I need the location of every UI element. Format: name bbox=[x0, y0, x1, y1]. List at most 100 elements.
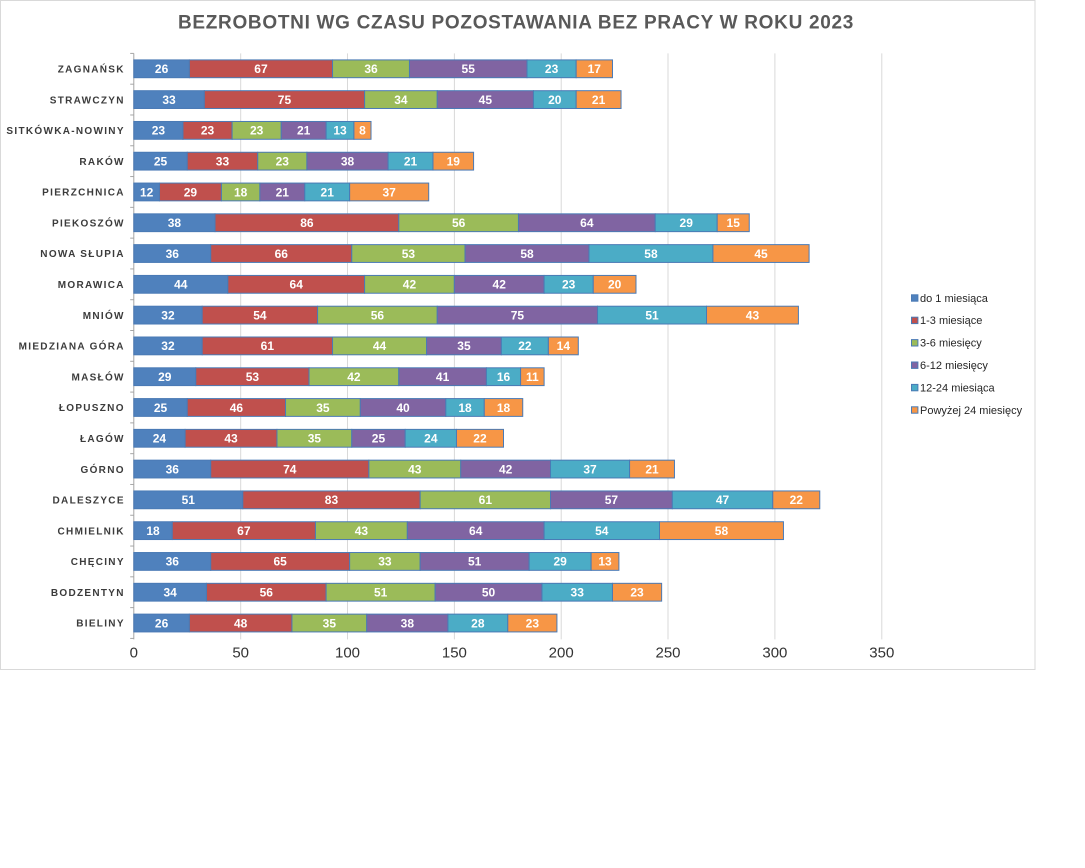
svg-text:75: 75 bbox=[511, 308, 525, 322]
svg-text:13: 13 bbox=[598, 555, 612, 569]
svg-text:35: 35 bbox=[308, 432, 322, 446]
svg-text:GÓRNO: GÓRNO bbox=[81, 463, 125, 476]
svg-text:20: 20 bbox=[608, 278, 622, 292]
svg-text:29: 29 bbox=[553, 555, 567, 569]
svg-text:MORAWICA: MORAWICA bbox=[58, 280, 125, 291]
svg-text:13: 13 bbox=[333, 124, 347, 138]
svg-text:43: 43 bbox=[224, 432, 238, 446]
svg-text:86: 86 bbox=[300, 216, 314, 230]
svg-text:42: 42 bbox=[499, 462, 513, 476]
svg-text:BEZROBOTNI WG CZASU POZOSTAWAN: BEZROBOTNI WG CZASU POZOSTAWANIA BEZ PRA… bbox=[178, 13, 854, 34]
svg-text:64: 64 bbox=[580, 216, 594, 230]
svg-text:58: 58 bbox=[715, 524, 729, 538]
svg-text:1-3 miesiące: 1-3 miesiące bbox=[920, 315, 982, 327]
svg-text:20: 20 bbox=[548, 93, 562, 107]
svg-text:44: 44 bbox=[373, 339, 387, 353]
svg-text:MNIÓW: MNIÓW bbox=[83, 309, 125, 322]
svg-text:32: 32 bbox=[161, 308, 175, 322]
svg-text:56: 56 bbox=[371, 308, 385, 322]
svg-text:54: 54 bbox=[595, 524, 609, 538]
svg-text:Powyżej 24 miesięcy: Powyżej 24 miesięcy bbox=[920, 405, 1023, 417]
svg-text:21: 21 bbox=[592, 93, 606, 107]
svg-text:DALESZYCE: DALESZYCE bbox=[53, 496, 125, 507]
svg-text:CHMIELNIK: CHMIELNIK bbox=[58, 526, 125, 537]
svg-text:44: 44 bbox=[174, 278, 188, 292]
svg-text:ZAGNAŃSK: ZAGNAŃSK bbox=[58, 63, 125, 76]
svg-text:83: 83 bbox=[325, 493, 339, 507]
svg-text:42: 42 bbox=[493, 278, 507, 292]
svg-text:36: 36 bbox=[166, 247, 180, 261]
svg-text:33: 33 bbox=[571, 586, 585, 600]
svg-text:23: 23 bbox=[562, 278, 576, 292]
svg-text:54: 54 bbox=[253, 308, 267, 322]
svg-text:35: 35 bbox=[323, 616, 337, 630]
svg-text:18: 18 bbox=[458, 401, 472, 415]
svg-text:58: 58 bbox=[520, 247, 534, 261]
svg-text:51: 51 bbox=[182, 493, 196, 507]
svg-text:56: 56 bbox=[260, 586, 274, 600]
svg-text:56: 56 bbox=[452, 216, 466, 230]
svg-text:64: 64 bbox=[290, 278, 304, 292]
svg-text:66: 66 bbox=[275, 247, 289, 261]
svg-text:37: 37 bbox=[583, 462, 597, 476]
svg-text:19: 19 bbox=[447, 155, 461, 169]
svg-text:42: 42 bbox=[347, 370, 361, 384]
svg-text:74: 74 bbox=[283, 462, 297, 476]
svg-text:PIERZCHNICA: PIERZCHNICA bbox=[42, 188, 125, 199]
svg-text:100: 100 bbox=[335, 644, 360, 661]
svg-text:18: 18 bbox=[146, 524, 160, 538]
svg-text:200: 200 bbox=[549, 644, 574, 661]
svg-text:57: 57 bbox=[605, 493, 619, 507]
svg-text:29: 29 bbox=[680, 216, 694, 230]
svg-text:65: 65 bbox=[274, 555, 288, 569]
svg-text:23: 23 bbox=[152, 124, 166, 138]
svg-text:51: 51 bbox=[468, 555, 482, 569]
svg-text:24: 24 bbox=[153, 432, 167, 446]
svg-text:41: 41 bbox=[436, 370, 450, 384]
svg-text:43: 43 bbox=[355, 524, 369, 538]
svg-text:23: 23 bbox=[201, 124, 215, 138]
svg-text:NOWA SŁUPIA: NOWA SŁUPIA bbox=[40, 249, 125, 260]
svg-text:17: 17 bbox=[588, 62, 602, 76]
svg-text:38: 38 bbox=[168, 216, 182, 230]
svg-text:48: 48 bbox=[234, 616, 248, 630]
svg-text:22: 22 bbox=[790, 493, 804, 507]
svg-text:33: 33 bbox=[216, 155, 230, 169]
svg-text:23: 23 bbox=[630, 586, 644, 600]
svg-text:22: 22 bbox=[473, 432, 487, 446]
svg-text:21: 21 bbox=[645, 462, 659, 476]
svg-text:150: 150 bbox=[442, 644, 467, 661]
svg-text:12: 12 bbox=[140, 185, 154, 199]
svg-text:34: 34 bbox=[394, 93, 408, 107]
svg-text:21: 21 bbox=[276, 185, 290, 199]
svg-text:STRAWCZYN: STRAWCZYN bbox=[50, 95, 125, 106]
svg-text:8: 8 bbox=[359, 124, 366, 138]
svg-text:RAKÓW: RAKÓW bbox=[79, 155, 124, 168]
svg-text:ŁAGÓW: ŁAGÓW bbox=[80, 432, 125, 445]
svg-text:53: 53 bbox=[402, 247, 416, 261]
svg-text:22: 22 bbox=[518, 339, 532, 353]
svg-text:23: 23 bbox=[545, 62, 559, 76]
svg-text:BIELINY: BIELINY bbox=[76, 619, 125, 630]
svg-text:64: 64 bbox=[469, 524, 483, 538]
svg-text:67: 67 bbox=[254, 62, 268, 76]
svg-text:29: 29 bbox=[158, 370, 172, 384]
svg-text:50: 50 bbox=[232, 644, 249, 661]
svg-text:29: 29 bbox=[184, 185, 198, 199]
svg-text:SITKÓWKA-NOWINY: SITKÓWKA-NOWINY bbox=[6, 124, 124, 137]
svg-text:50: 50 bbox=[482, 586, 496, 600]
svg-text:61: 61 bbox=[479, 493, 493, 507]
svg-text:21: 21 bbox=[404, 155, 418, 169]
svg-text:47: 47 bbox=[716, 493, 730, 507]
svg-text:18: 18 bbox=[234, 185, 248, 199]
svg-text:BODZENTYN: BODZENTYN bbox=[51, 588, 125, 599]
svg-text:0: 0 bbox=[130, 644, 138, 661]
svg-text:33: 33 bbox=[378, 555, 392, 569]
svg-text:do 1 miesiąca: do 1 miesiąca bbox=[920, 293, 989, 305]
svg-text:28: 28 bbox=[471, 616, 485, 630]
svg-text:33: 33 bbox=[162, 93, 176, 107]
svg-text:34: 34 bbox=[163, 586, 177, 600]
svg-text:43: 43 bbox=[408, 462, 422, 476]
svg-text:67: 67 bbox=[237, 524, 251, 538]
svg-text:25: 25 bbox=[154, 401, 168, 415]
